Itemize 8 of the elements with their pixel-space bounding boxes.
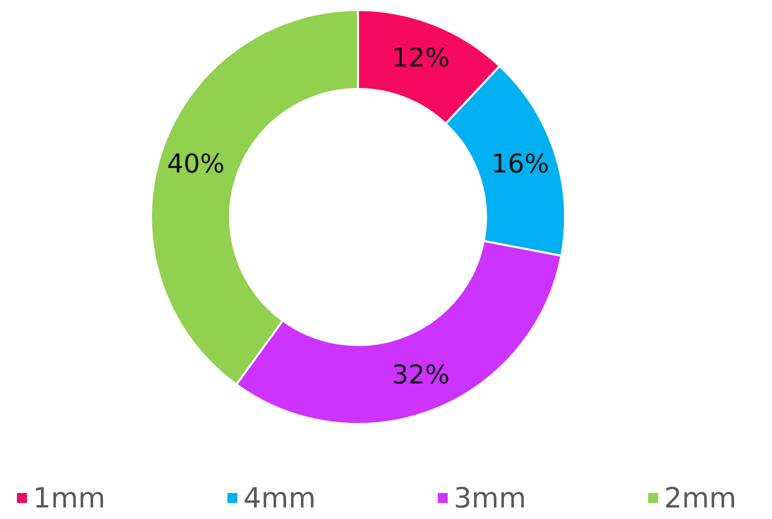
data-label: 12% xyxy=(392,43,450,74)
legend-label: 3mm xyxy=(454,482,526,514)
legend-label: 4mm xyxy=(243,482,316,514)
data-label: 16% xyxy=(491,149,550,180)
legend-label: 2mm xyxy=(664,482,736,514)
legend-label: 1mm xyxy=(33,482,106,514)
data-label: 40% xyxy=(166,149,225,180)
data-label: 32% xyxy=(392,360,450,391)
